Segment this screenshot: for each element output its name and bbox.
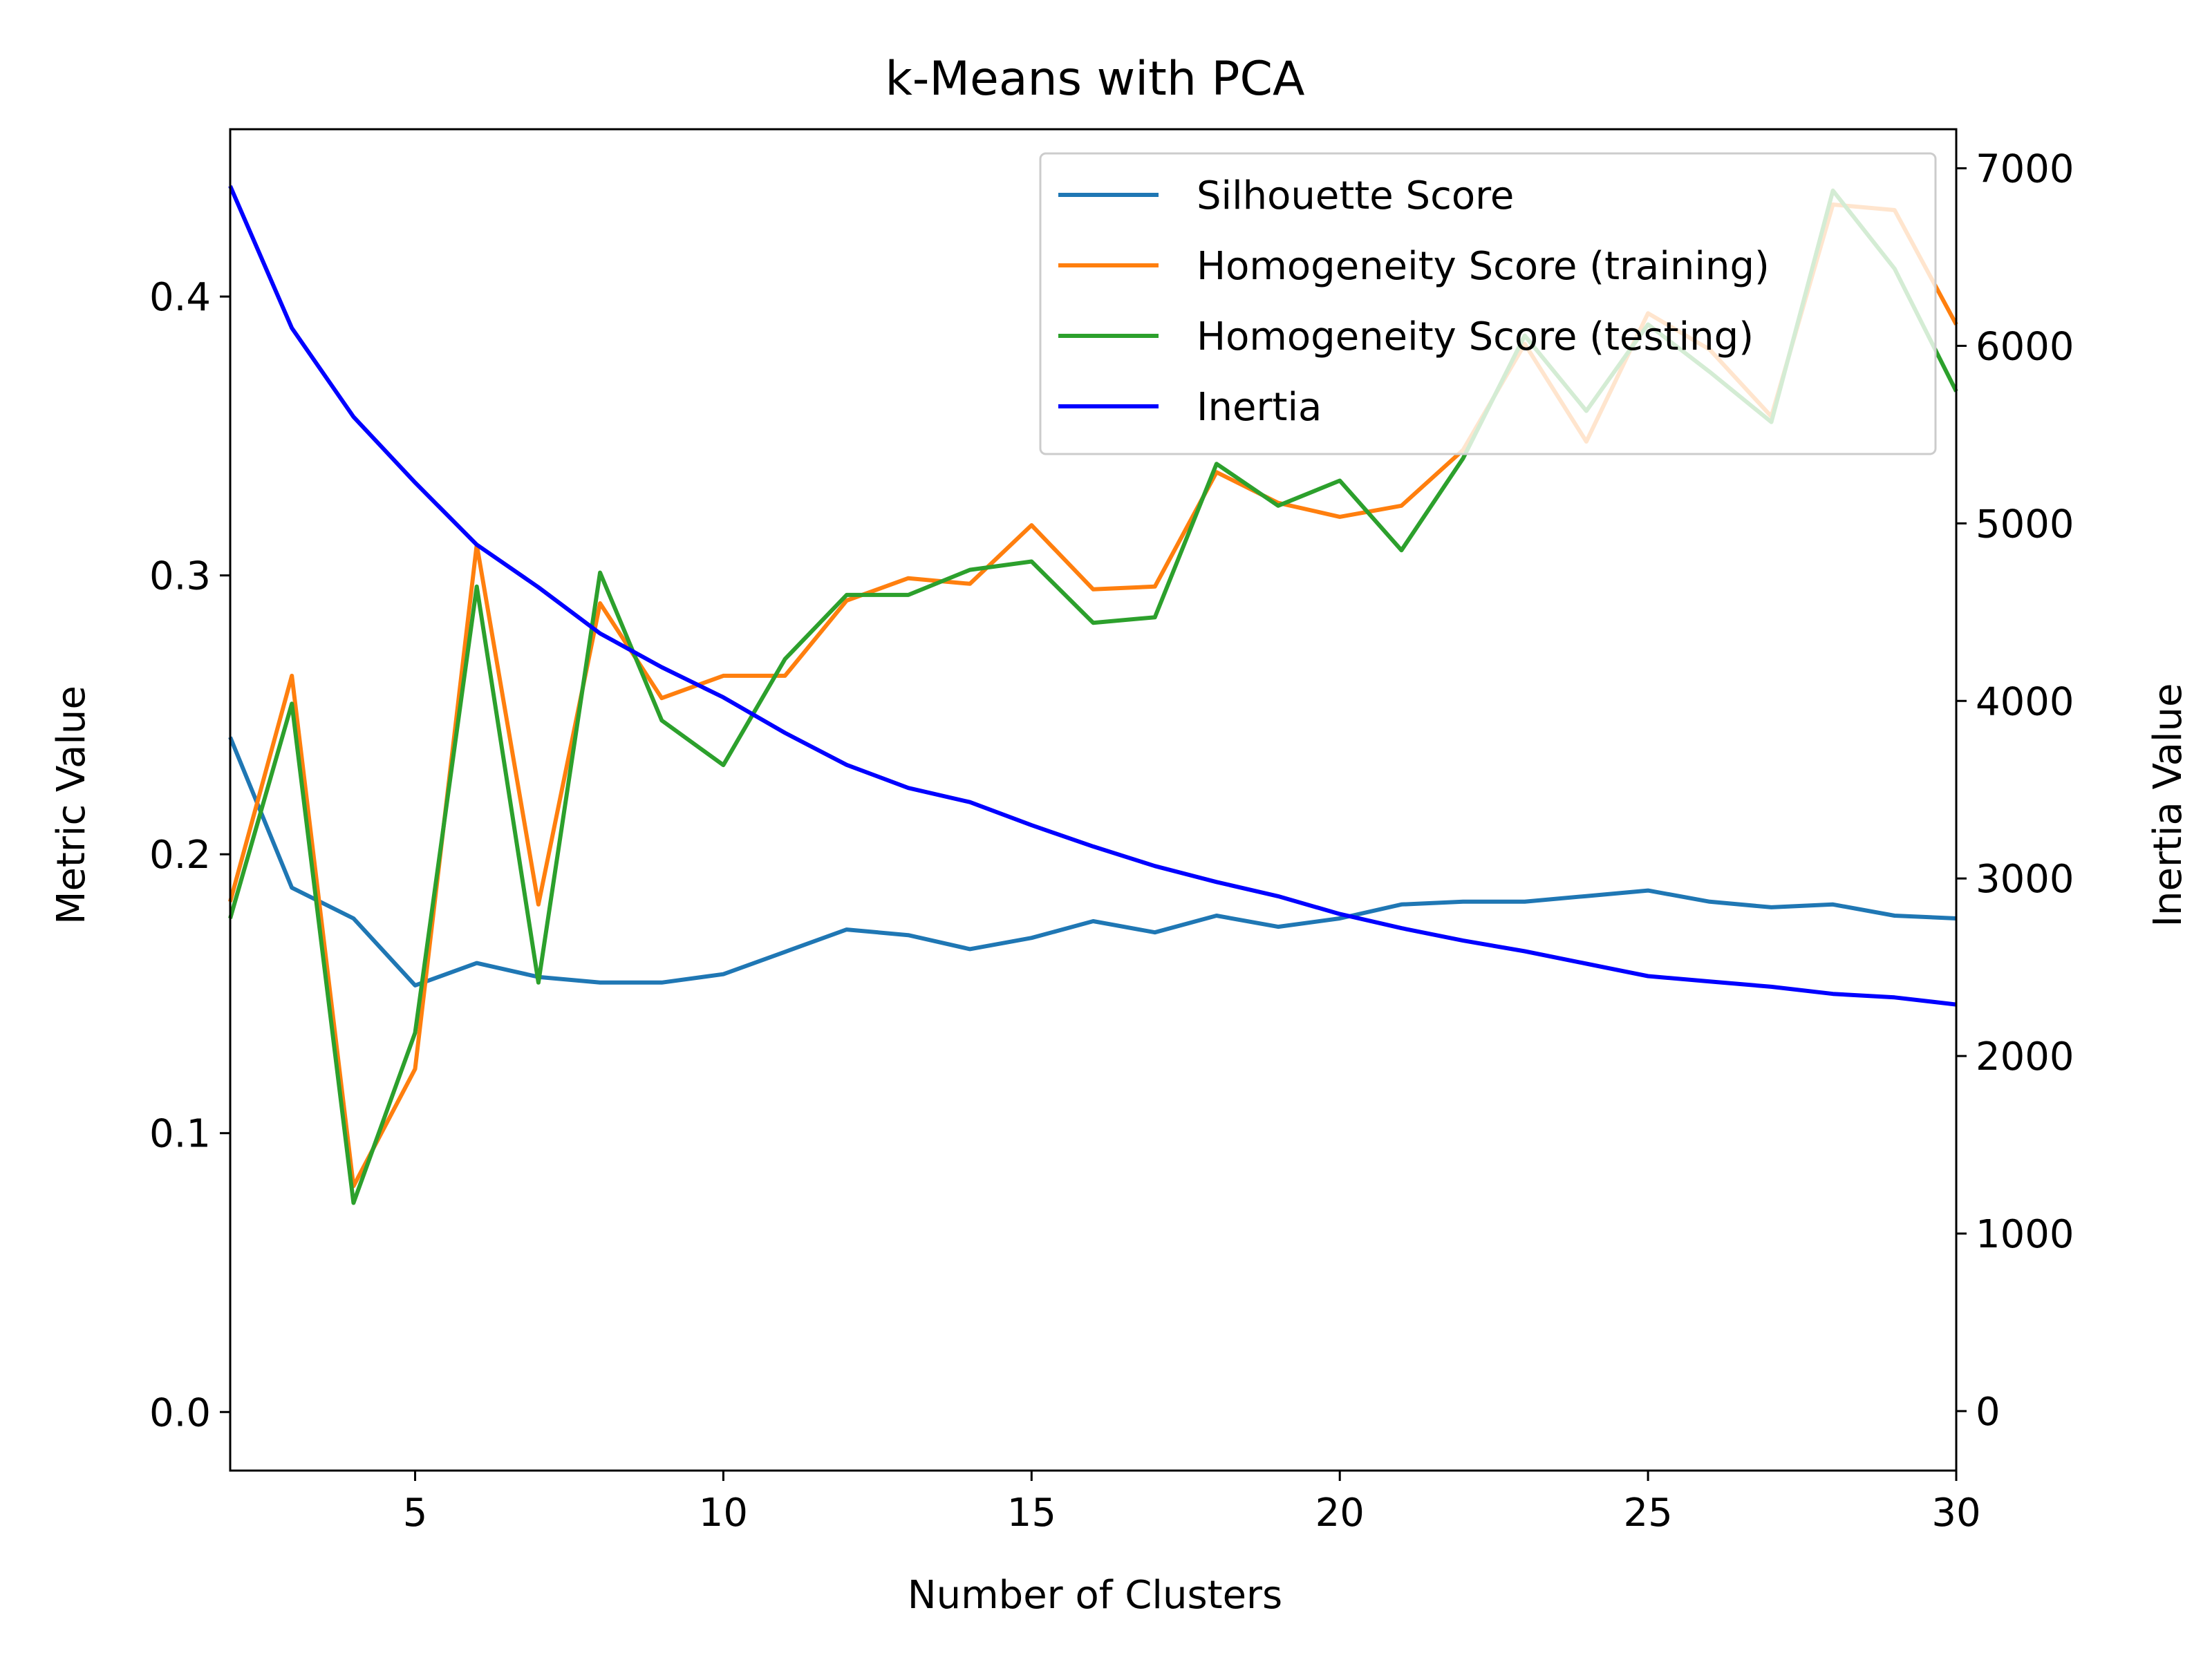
legend-box [1039, 152, 1937, 455]
x-tick-label: 5 [403, 1491, 428, 1536]
y-left-tick-label: 0.2 [149, 833, 211, 878]
y-axis-label-left: Metric Value [49, 686, 94, 925]
legend-label: Homogeneity Score (testing) [1197, 314, 1754, 359]
series-line-inertia [228, 185, 1957, 1007]
legend: Silhouette Score Homogeneity Score (train… [1039, 152, 1937, 455]
x-tick-label: 20 [1315, 1491, 1365, 1536]
y-right-tick-label: 4000 [1976, 679, 2074, 724]
y-right-tick-label: 0 [1976, 1390, 2000, 1435]
plot-frame [229, 128, 1958, 1472]
y-right-tick-label: 5000 [1976, 502, 2074, 547]
y-right-tick-label: 7000 [1976, 147, 2074, 192]
y-left-tick-label: 0.4 [149, 275, 211, 320]
chart-title: k-Means with PCA [885, 52, 1304, 106]
y-right-tick-label: 3000 [1976, 857, 2074, 902]
x-axis-label: Number of Clusters [908, 1573, 1282, 1618]
axes-layer: 5 10 15 20 25 30 0.0 0.1 0.2 0.3 0.4 0 1000 2000 3000 4… [149, 128, 2074, 1536]
x-tick-label: 10 [699, 1491, 748, 1536]
legend-label: Silhouette Score [1197, 173, 1514, 218]
legend-label: Inertia [1197, 385, 1322, 430]
y-left-tick-label: 0.1 [149, 1112, 211, 1157]
series-line-silhouette-score [228, 736, 1957, 988]
legend-label: Homogeneity Score (training) [1197, 244, 1770, 289]
y-right-tick-label: 6000 [1976, 324, 2074, 369]
y-axis-label-right: Inertia Value [2146, 683, 2191, 927]
y-left-tick-label: 0.3 [149, 554, 211, 599]
x-tick-label: 30 [1931, 1491, 1980, 1536]
y-left-tick-label: 0.0 [149, 1390, 211, 1435]
y-right-tick-label: 1000 [1976, 1212, 2074, 1257]
y-right-tick-label: 2000 [1976, 1035, 2074, 1079]
x-tick-label: 15 [1007, 1491, 1056, 1536]
x-tick-label: 25 [1623, 1491, 1672, 1536]
